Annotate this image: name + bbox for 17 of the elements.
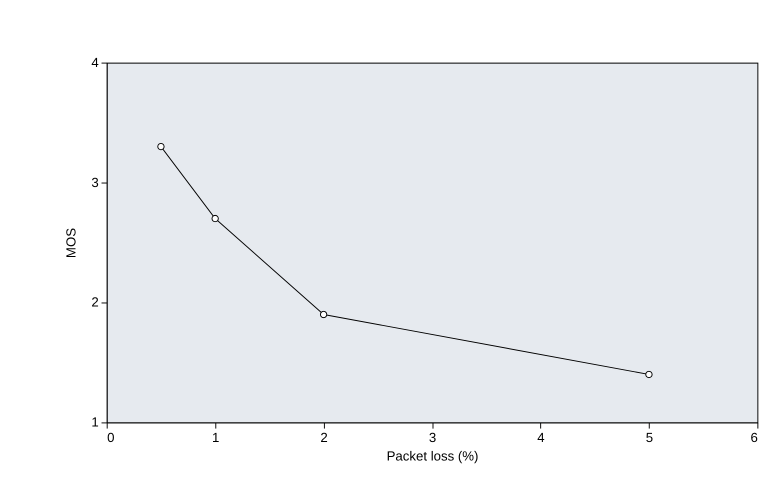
y-tick-label: 1 <box>91 414 99 430</box>
point <box>320 310 328 318</box>
x-tick-label: 2 <box>320 430 328 445</box>
point <box>157 142 165 150</box>
x-tick-label: 6 <box>750 430 758 445</box>
x-axis-title: Packet loss (%) <box>386 448 478 464</box>
y-tick-label: 3 <box>91 174 99 190</box>
point <box>212 214 219 222</box>
y-tick-label: 2 <box>91 294 99 310</box>
point <box>645 370 653 378</box>
y-tick-label: 4 <box>91 54 99 70</box>
x-tick-label: 3 <box>428 430 436 445</box>
x-tick-label: 1 <box>212 430 220 445</box>
y-axis-title: MOS <box>63 228 78 258</box>
x-tick-label: 0 <box>107 430 115 445</box>
x-tick-label: 4 <box>537 430 545 445</box>
x-tick-label: 5 <box>646 430 654 445</box>
